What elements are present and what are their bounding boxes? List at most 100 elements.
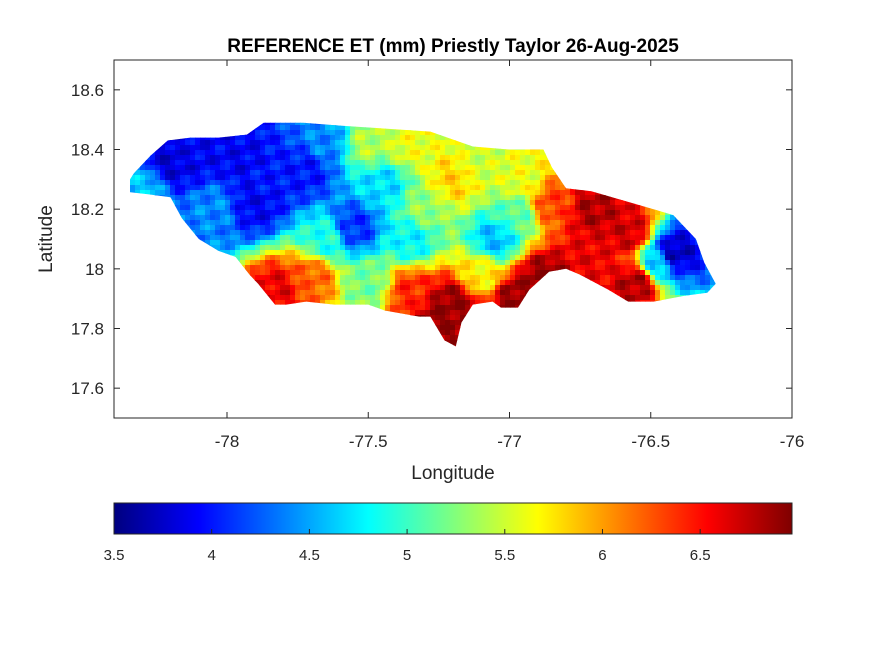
et-cell [470, 260, 476, 266]
et-cell [560, 230, 566, 236]
et-cell [595, 235, 601, 241]
et-cell [520, 235, 526, 241]
et-cell [380, 150, 386, 156]
et-cell [150, 180, 156, 186]
et-cell [415, 280, 421, 286]
et-cell [410, 240, 416, 246]
et-cell [440, 200, 446, 206]
et-cell [215, 175, 221, 181]
et-cell [345, 255, 351, 261]
et-cell [545, 255, 551, 261]
et-cell [515, 285, 521, 291]
et-cell [375, 270, 381, 276]
et-cell [480, 235, 486, 241]
et-cell [505, 150, 511, 156]
et-cell [330, 225, 336, 231]
et-cell [475, 250, 481, 256]
et-cell [340, 145, 346, 151]
et-cell [510, 295, 516, 301]
et-cell [340, 285, 346, 291]
et-cell [355, 215, 361, 221]
et-cell [265, 145, 271, 151]
et-cell [590, 270, 596, 276]
et-cell [390, 290, 396, 296]
et-cell [385, 300, 391, 306]
et-cell [375, 180, 381, 186]
et-cell [370, 190, 376, 196]
et-cell [250, 180, 256, 186]
et-cell [285, 265, 291, 271]
et-cell [385, 265, 391, 271]
et-cell [325, 275, 331, 281]
et-cell [540, 190, 546, 196]
et-cell [270, 165, 276, 171]
et-cell [390, 155, 396, 161]
et-cell [350, 130, 356, 136]
et-cell [440, 240, 446, 246]
et-cell [345, 270, 351, 276]
et-cell [260, 170, 266, 176]
et-cell [195, 205, 201, 211]
et-cell [235, 195, 241, 201]
et-cell [585, 210, 591, 216]
et-cell [305, 265, 311, 271]
et-cell [205, 140, 211, 146]
et-cell [585, 215, 591, 221]
et-cell [520, 260, 526, 266]
et-cell [525, 240, 531, 246]
et-cell [595, 260, 601, 266]
et-cell [300, 270, 306, 276]
et-cell [545, 235, 551, 241]
et-cell [270, 130, 276, 136]
et-cell [295, 235, 301, 241]
et-cell [280, 195, 286, 201]
et-cell [200, 205, 206, 211]
et-cell [545, 185, 551, 191]
et-cell [390, 130, 396, 136]
et-cell [265, 165, 271, 171]
et-cell [510, 300, 516, 306]
et-cell [405, 245, 411, 251]
et-cell [210, 240, 216, 246]
et-cell [440, 150, 446, 156]
et-cell [370, 175, 376, 181]
et-cell [270, 145, 276, 151]
et-cell [515, 180, 521, 186]
et-cell [275, 195, 281, 201]
et-cell [275, 250, 281, 256]
et-cell [540, 195, 546, 201]
et-cell [305, 135, 311, 141]
et-cell [325, 265, 331, 271]
et-cell [200, 135, 206, 141]
et-cell [305, 190, 311, 196]
et-cell [360, 275, 366, 281]
et-cell [465, 240, 471, 246]
et-cell [350, 250, 356, 256]
et-cell [465, 295, 471, 301]
et-cell [475, 235, 481, 241]
et-cell [315, 200, 321, 206]
et-cell [495, 215, 501, 221]
et-cell [395, 160, 401, 166]
et-cell [640, 255, 646, 261]
et-cell [320, 280, 326, 286]
et-cell [335, 235, 341, 241]
et-cell [470, 275, 476, 281]
et-cell [475, 180, 481, 186]
et-cell [545, 210, 551, 216]
et-cell [380, 210, 386, 216]
et-cell [630, 225, 636, 231]
et-cell [155, 185, 161, 191]
et-cell [230, 215, 236, 221]
et-cell [270, 295, 276, 301]
et-cell [380, 285, 386, 291]
et-cell [200, 185, 206, 191]
et-cell [610, 265, 616, 271]
et-cell [270, 265, 276, 271]
et-cell [515, 225, 521, 231]
et-cell [305, 230, 311, 236]
et-cell [315, 190, 321, 196]
et-cell [205, 185, 211, 191]
et-cell [320, 195, 326, 201]
et-cell [375, 185, 381, 191]
